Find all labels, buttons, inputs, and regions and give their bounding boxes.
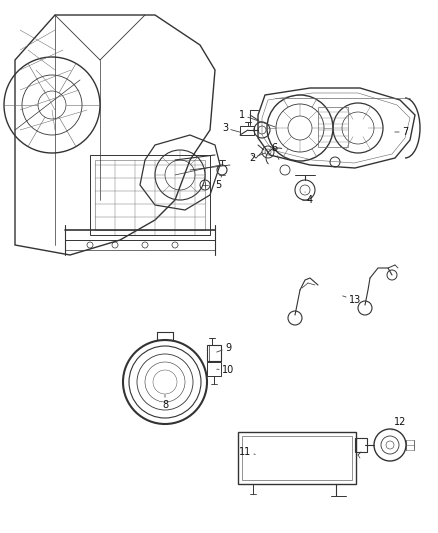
Bar — [238, 432, 356, 484]
Bar — [242, 436, 352, 480]
Text: 5: 5 — [215, 175, 222, 190]
Bar — [207, 362, 221, 376]
Text: 7: 7 — [395, 127, 408, 137]
Text: 13: 13 — [343, 295, 361, 305]
Text: 4: 4 — [305, 192, 313, 205]
Text: 12: 12 — [392, 417, 406, 430]
Bar — [90, 155, 210, 235]
Text: 1: 1 — [239, 110, 276, 127]
Text: 3: 3 — [222, 123, 240, 133]
Text: 6: 6 — [271, 143, 279, 159]
Text: 10: 10 — [217, 365, 234, 375]
Text: 11: 11 — [239, 447, 255, 457]
Bar — [318, 107, 348, 147]
Text: 2: 2 — [249, 153, 265, 163]
Bar — [240, 126, 254, 135]
Bar — [355, 438, 367, 452]
Bar — [95, 160, 205, 230]
Text: 8: 8 — [162, 395, 168, 410]
Text: 9: 9 — [217, 343, 231, 353]
Bar — [207, 345, 221, 361]
